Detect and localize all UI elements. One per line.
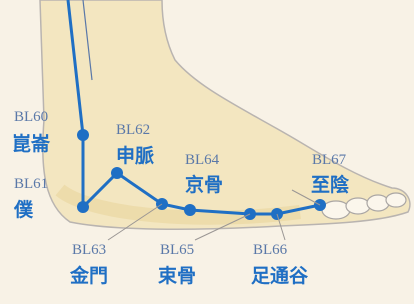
point-code: BL63: [72, 242, 106, 258]
point-name: 崑崙: [12, 132, 51, 155]
acupoint: [111, 167, 123, 179]
point-name: 京骨: [185, 173, 223, 196]
acupoint: [184, 204, 196, 216]
point-code: BL62: [116, 122, 150, 138]
point-code: BL66: [253, 242, 288, 258]
point-name: 至陰: [311, 173, 350, 196]
point-name: 足通谷: [251, 265, 309, 287]
acupoint: [77, 129, 89, 141]
acupoint-diagram: BL60 崑崙 BL61 僕 BL62 申脈 BL63 金門 BL64 京骨 B…: [0, 0, 414, 304]
point-code: BL60: [14, 109, 48, 125]
point-code: BL61: [14, 176, 48, 192]
point-name: 金門: [69, 264, 108, 287]
acupoint: [77, 201, 89, 213]
point-name: 僕: [13, 198, 34, 221]
point-code: BL67: [312, 152, 347, 168]
point-code: BL64: [185, 152, 220, 168]
point-code: BL65: [160, 242, 194, 258]
point-name: 申脈: [116, 144, 154, 167]
point-name: 束骨: [158, 265, 196, 287]
